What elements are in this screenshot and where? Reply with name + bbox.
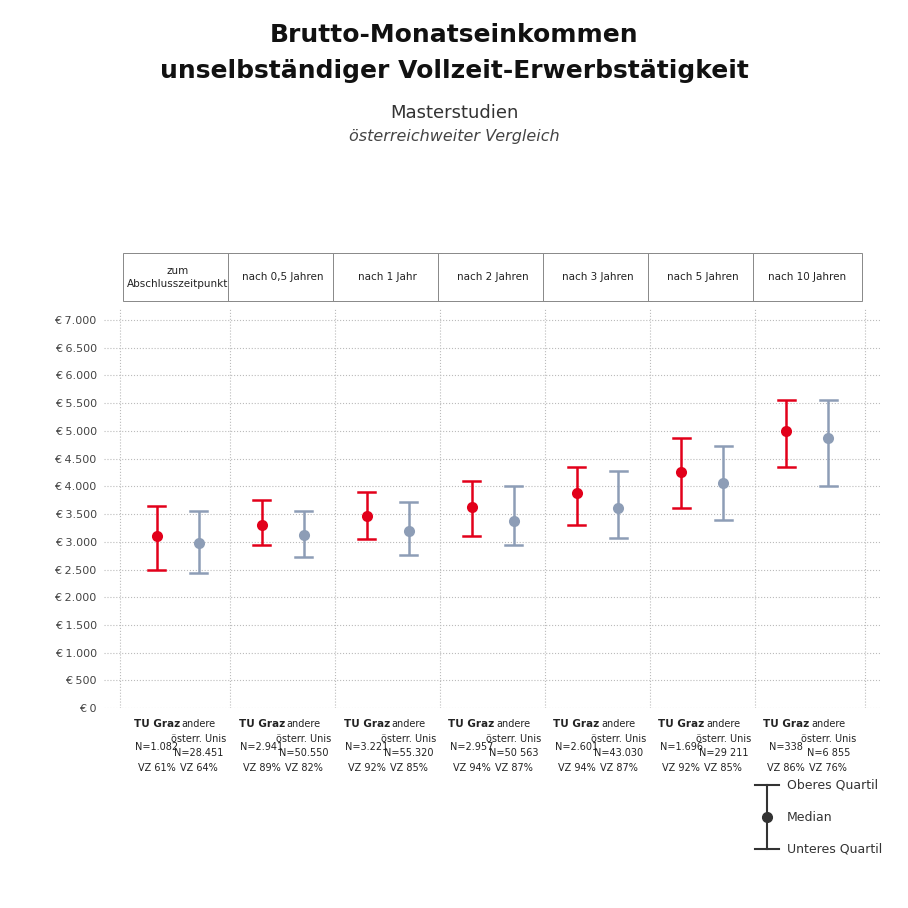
- Text: zum
Abschlusszeitpunkt: zum Abschlusszeitpunkt: [127, 266, 229, 289]
- Text: österr. Unis: österr. Unis: [276, 734, 331, 744]
- Text: TU Graz: TU Graz: [764, 719, 809, 729]
- Text: nach 0,5 Jahren: nach 0,5 Jahren: [242, 272, 323, 282]
- Text: N=2.941: N=2.941: [241, 742, 283, 752]
- Text: andere: andere: [706, 719, 740, 729]
- Text: TU Graz: TU Graz: [239, 719, 285, 729]
- Text: Median: Median: [787, 811, 833, 824]
- Text: VZ 92%: VZ 92%: [348, 763, 386, 773]
- Text: andere: andere: [182, 719, 216, 729]
- Text: VZ 87%: VZ 87%: [495, 763, 532, 773]
- Text: andere: andere: [811, 719, 845, 729]
- Text: N=29 211: N=29 211: [698, 748, 748, 758]
- Text: Oberes Quartil: Oberes Quartil: [787, 779, 878, 792]
- Text: andere: andere: [391, 719, 426, 729]
- Text: VZ 94%: VZ 94%: [558, 763, 596, 773]
- Text: N=50 563: N=50 563: [489, 748, 538, 758]
- Text: N=1.696: N=1.696: [660, 742, 703, 752]
- Text: Masterstudien: Masterstudien: [390, 104, 518, 123]
- Text: österr. Unis: österr. Unis: [801, 734, 856, 744]
- Text: nach 10 Jahren: nach 10 Jahren: [768, 272, 846, 282]
- Text: unselbständiger Vollzeit-Erwerbstätigkeit: unselbständiger Vollzeit-Erwerbstätigkei…: [160, 59, 748, 83]
- Text: österr. Unis: österr. Unis: [486, 734, 541, 744]
- Text: TU Graz: TU Graz: [449, 719, 495, 729]
- Text: österreichweiter Vergleich: österreichweiter Vergleich: [349, 129, 559, 144]
- Text: N=50.550: N=50.550: [279, 748, 329, 758]
- Text: N=338: N=338: [769, 742, 804, 752]
- Text: VZ 94%: VZ 94%: [453, 763, 490, 773]
- Text: österr. Unis: österr. Unis: [172, 734, 226, 744]
- Text: nach 3 Jahren: nach 3 Jahren: [562, 272, 633, 282]
- Text: TU Graz: TU Graz: [133, 719, 180, 729]
- Text: VZ 82%: VZ 82%: [285, 763, 322, 773]
- Text: VZ 89%: VZ 89%: [243, 763, 281, 773]
- Text: Brutto-Monatseinkommen: Brutto-Monatseinkommen: [270, 23, 638, 46]
- Text: VZ 64%: VZ 64%: [180, 763, 218, 773]
- Text: N=43.030: N=43.030: [594, 748, 643, 758]
- Text: VZ 85%: VZ 85%: [705, 763, 743, 773]
- Text: TU Graz: TU Graz: [343, 719, 390, 729]
- Text: N=6 855: N=6 855: [806, 748, 850, 758]
- Text: andere: andere: [601, 719, 636, 729]
- Text: österr. Unis: österr. Unis: [696, 734, 751, 744]
- Text: Unteres Quartil: Unteres Quartil: [787, 843, 883, 855]
- Text: N=3.221: N=3.221: [345, 742, 389, 752]
- Text: N=28.451: N=28.451: [174, 748, 223, 758]
- Text: VZ 92%: VZ 92%: [663, 763, 700, 773]
- Text: andere: andere: [497, 719, 530, 729]
- Text: N=2.601: N=2.601: [555, 742, 598, 752]
- Text: österr. Unis: österr. Unis: [591, 734, 646, 744]
- Text: N=1.082: N=1.082: [135, 742, 179, 752]
- Text: nach 5 Jahren: nach 5 Jahren: [666, 272, 738, 282]
- Text: VZ 61%: VZ 61%: [138, 763, 176, 773]
- Text: österr. Unis: österr. Unis: [381, 734, 436, 744]
- Text: N=2.957: N=2.957: [450, 742, 493, 752]
- Text: VZ 86%: VZ 86%: [767, 763, 805, 773]
- Text: nach 2 Jahren: nach 2 Jahren: [457, 272, 528, 282]
- Text: andere: andere: [287, 719, 321, 729]
- Text: TU Graz: TU Graz: [658, 719, 705, 729]
- Text: N=55.320: N=55.320: [384, 748, 433, 758]
- Text: VZ 76%: VZ 76%: [809, 763, 847, 773]
- Text: TU Graz: TU Graz: [553, 719, 599, 729]
- Text: nach 1 Jahr: nach 1 Jahr: [359, 272, 417, 282]
- Text: VZ 87%: VZ 87%: [599, 763, 637, 773]
- Text: VZ 85%: VZ 85%: [390, 763, 428, 773]
